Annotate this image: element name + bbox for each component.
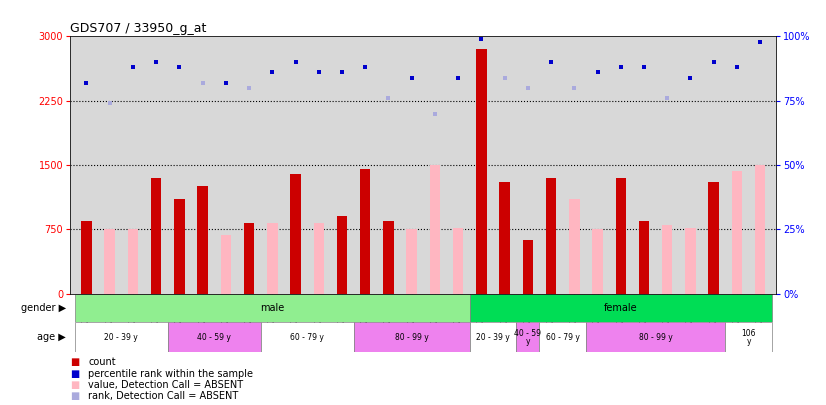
Text: male: male (260, 303, 284, 313)
Text: percentile rank within the sample: percentile rank within the sample (88, 369, 254, 379)
Bar (638, 221, 649, 294)
Bar (244, 223, 254, 294)
Text: 60 - 79 y: 60 - 79 y (290, 333, 324, 342)
Bar (470, 322, 516, 352)
Bar (539, 322, 586, 352)
Text: age ▶: age ▶ (37, 332, 66, 342)
Point (475, 36, 488, 42)
Bar (569, 199, 580, 294)
Bar (406, 229, 417, 294)
Bar (662, 225, 672, 294)
Bar (168, 322, 261, 352)
Text: 20 - 39 y: 20 - 39 y (476, 333, 510, 342)
Bar (546, 178, 557, 294)
Point (615, 64, 628, 70)
Text: count: count (88, 358, 116, 367)
Bar (592, 229, 603, 294)
Bar (290, 174, 301, 294)
Bar (75, 322, 168, 352)
Text: GDS707 / 33950_g_at: GDS707 / 33950_g_at (70, 22, 206, 35)
Bar (314, 223, 324, 294)
Point (730, 64, 743, 70)
Point (521, 85, 534, 91)
Point (103, 100, 116, 107)
Bar (354, 322, 470, 352)
Point (638, 64, 651, 70)
Point (452, 75, 465, 81)
Bar (732, 171, 743, 294)
Bar (500, 182, 510, 294)
Bar (337, 216, 347, 294)
Bar (430, 165, 440, 294)
Bar (151, 178, 161, 294)
Bar (383, 221, 394, 294)
Bar (516, 322, 539, 352)
Bar (586, 322, 725, 352)
Text: female: female (604, 303, 638, 313)
Text: 80 - 99 y: 80 - 99 y (395, 333, 429, 342)
Point (196, 79, 209, 86)
Point (243, 85, 256, 91)
Point (382, 95, 395, 101)
Text: rank, Detection Call = ABSENT: rank, Detection Call = ABSENT (88, 392, 239, 401)
Text: ■: ■ (70, 392, 79, 401)
Bar (267, 223, 278, 294)
Text: 80 - 99 y: 80 - 99 y (638, 333, 672, 342)
Point (707, 59, 720, 65)
Text: gender ▶: gender ▶ (21, 303, 66, 313)
Point (266, 69, 279, 76)
Text: 40 - 59 y: 40 - 59 y (197, 333, 231, 342)
Point (684, 75, 697, 81)
Bar (523, 241, 533, 294)
Bar (174, 199, 185, 294)
Bar (453, 228, 463, 294)
Point (126, 64, 140, 70)
Bar (128, 229, 138, 294)
Point (173, 64, 186, 70)
Point (219, 79, 232, 86)
Bar (360, 169, 371, 294)
Bar (709, 182, 719, 294)
Bar (755, 165, 766, 294)
Text: ■: ■ (70, 358, 79, 367)
Point (661, 95, 674, 101)
Text: 40 - 59
y: 40 - 59 y (515, 328, 541, 346)
Bar (261, 322, 354, 352)
Bar (725, 322, 771, 352)
Text: value, Detection Call = ABSENT: value, Detection Call = ABSENT (88, 380, 244, 390)
Bar (615, 178, 626, 294)
Text: ■: ■ (70, 369, 79, 379)
Bar (470, 294, 771, 322)
Point (335, 69, 349, 76)
Point (358, 64, 372, 70)
Text: 60 - 79 y: 60 - 79 y (546, 333, 580, 342)
Point (289, 59, 302, 65)
Point (753, 38, 767, 45)
Point (80, 79, 93, 86)
Bar (197, 186, 208, 294)
Bar (686, 228, 695, 294)
Text: 106
y: 106 y (741, 328, 756, 346)
Text: ■: ■ (70, 380, 79, 390)
Bar (75, 294, 470, 322)
Bar (221, 235, 231, 294)
Point (312, 69, 325, 76)
Bar (81, 221, 92, 294)
Point (498, 75, 511, 81)
Point (405, 75, 418, 81)
Point (567, 85, 581, 91)
Bar (476, 49, 487, 294)
Bar (104, 229, 115, 294)
Point (150, 59, 163, 65)
Point (544, 59, 558, 65)
Text: 20 - 39 y: 20 - 39 y (104, 333, 138, 342)
Point (429, 110, 442, 117)
Point (591, 69, 604, 76)
